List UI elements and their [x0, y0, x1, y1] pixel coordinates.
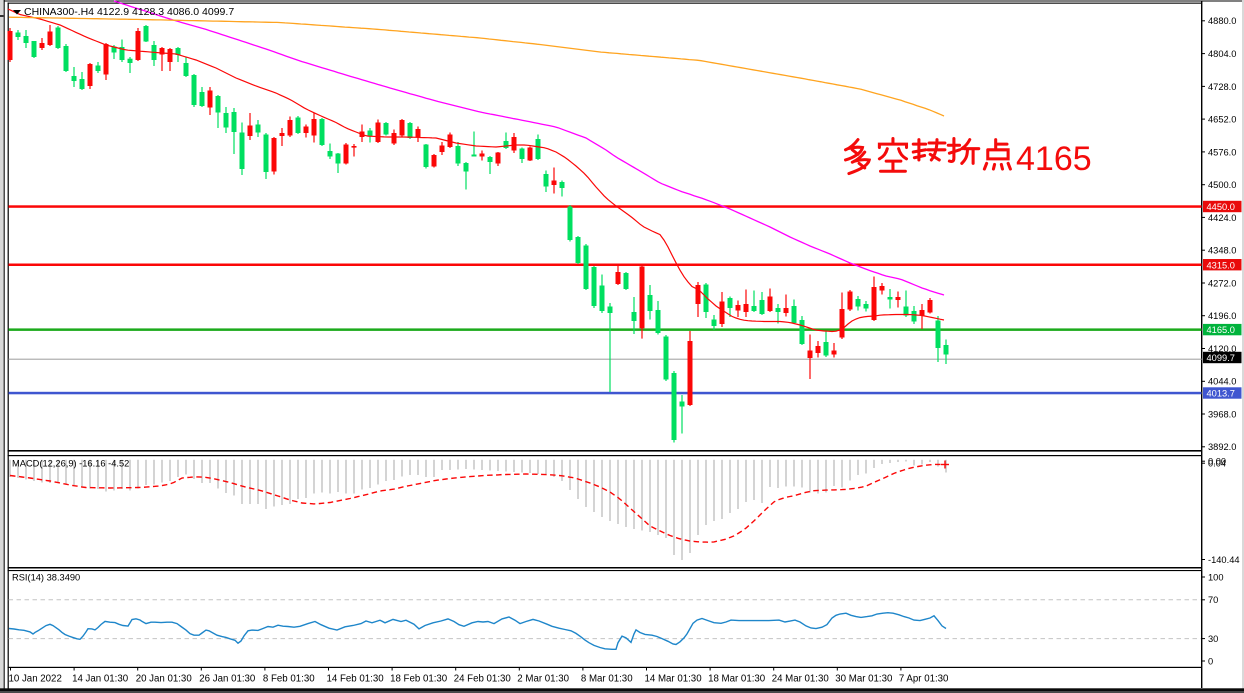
svg-text:4165.0: 4165.0 [1207, 325, 1235, 335]
svg-text:4272.0: 4272.0 [1208, 278, 1236, 288]
svg-text:4576.0: 4576.0 [1208, 147, 1236, 157]
svg-text:24 Feb 01:30: 24 Feb 01:30 [454, 674, 512, 685]
svg-text:7 Apr 01:30: 7 Apr 01:30 [899, 674, 949, 685]
svg-text:4652.0: 4652.0 [1208, 115, 1236, 125]
svg-text:4120.0: 4120.0 [1208, 344, 1236, 354]
svg-text:70: 70 [1208, 595, 1218, 605]
svg-text:4099.7: 4099.7 [1207, 353, 1235, 363]
svg-text:4165: 4165 [1016, 140, 1092, 178]
svg-text:30 Mar 01:30: 30 Mar 01:30 [835, 674, 893, 685]
svg-text:0.00: 0.00 [1208, 457, 1226, 467]
svg-text:24 Mar 01:30: 24 Mar 01:30 [772, 674, 830, 685]
svg-text:3892.0: 3892.0 [1208, 442, 1236, 452]
svg-text:14 Mar 01:30: 14 Mar 01:30 [645, 674, 703, 685]
svg-text:4013.7: 4013.7 [1207, 389, 1235, 399]
svg-text:4450.0: 4450.0 [1207, 202, 1235, 212]
svg-text:4880.0: 4880.0 [1208, 16, 1236, 26]
svg-text:-140.44: -140.44 [1208, 555, 1240, 565]
svg-text:100: 100 [1208, 572, 1224, 582]
svg-text:14 Jan 01:30: 14 Jan 01:30 [72, 674, 129, 685]
svg-text:4315.0: 4315.0 [1207, 260, 1235, 270]
svg-text:0.04: 0.04 [1208, 459, 1226, 469]
svg-text:8 Mar 01:30: 8 Mar 01:30 [581, 674, 633, 685]
svg-text:8 Feb 01:30: 8 Feb 01:30 [263, 674, 315, 685]
svg-text:0: 0 [1208, 656, 1213, 666]
svg-text:3968.0: 3968.0 [1208, 409, 1236, 419]
svg-text:4728.0: 4728.0 [1208, 82, 1236, 92]
svg-text:20 Jan 01:30: 20 Jan 01:30 [136, 674, 193, 685]
svg-text:CHINA300-.H4 4122.9 4128.3 40: CHINA300-.H4 4122.9 4128.3 4086.0 4099.7 [24, 6, 234, 18]
svg-text:4348.0: 4348.0 [1208, 246, 1236, 256]
svg-text:4424.0: 4424.0 [1208, 213, 1236, 223]
svg-text:2 Mar 01:30: 2 Mar 01:30 [517, 674, 569, 685]
svg-text:4804.0: 4804.0 [1208, 49, 1236, 59]
svg-text:18 Feb 01:30: 18 Feb 01:30 [390, 674, 448, 685]
svg-text:18 Mar 01:30: 18 Mar 01:30 [708, 674, 766, 685]
svg-text:4196.0: 4196.0 [1208, 311, 1236, 321]
svg-text:RSI(14) 38.3490: RSI(14) 38.3490 [12, 573, 80, 583]
svg-text:4044.0: 4044.0 [1208, 377, 1236, 387]
svg-text:MACD(12,26,9) -16.16 -4.52: MACD(12,26,9) -16.16 -4.52 [12, 459, 129, 469]
svg-text:30: 30 [1208, 634, 1218, 644]
svg-text:14 Feb 01:30: 14 Feb 01:30 [327, 674, 385, 685]
svg-text:26 Jan 01:30: 26 Jan 01:30 [199, 674, 256, 685]
svg-text:10 Jan 2022: 10 Jan 2022 [9, 674, 62, 685]
svg-text:4500.0: 4500.0 [1208, 180, 1236, 190]
